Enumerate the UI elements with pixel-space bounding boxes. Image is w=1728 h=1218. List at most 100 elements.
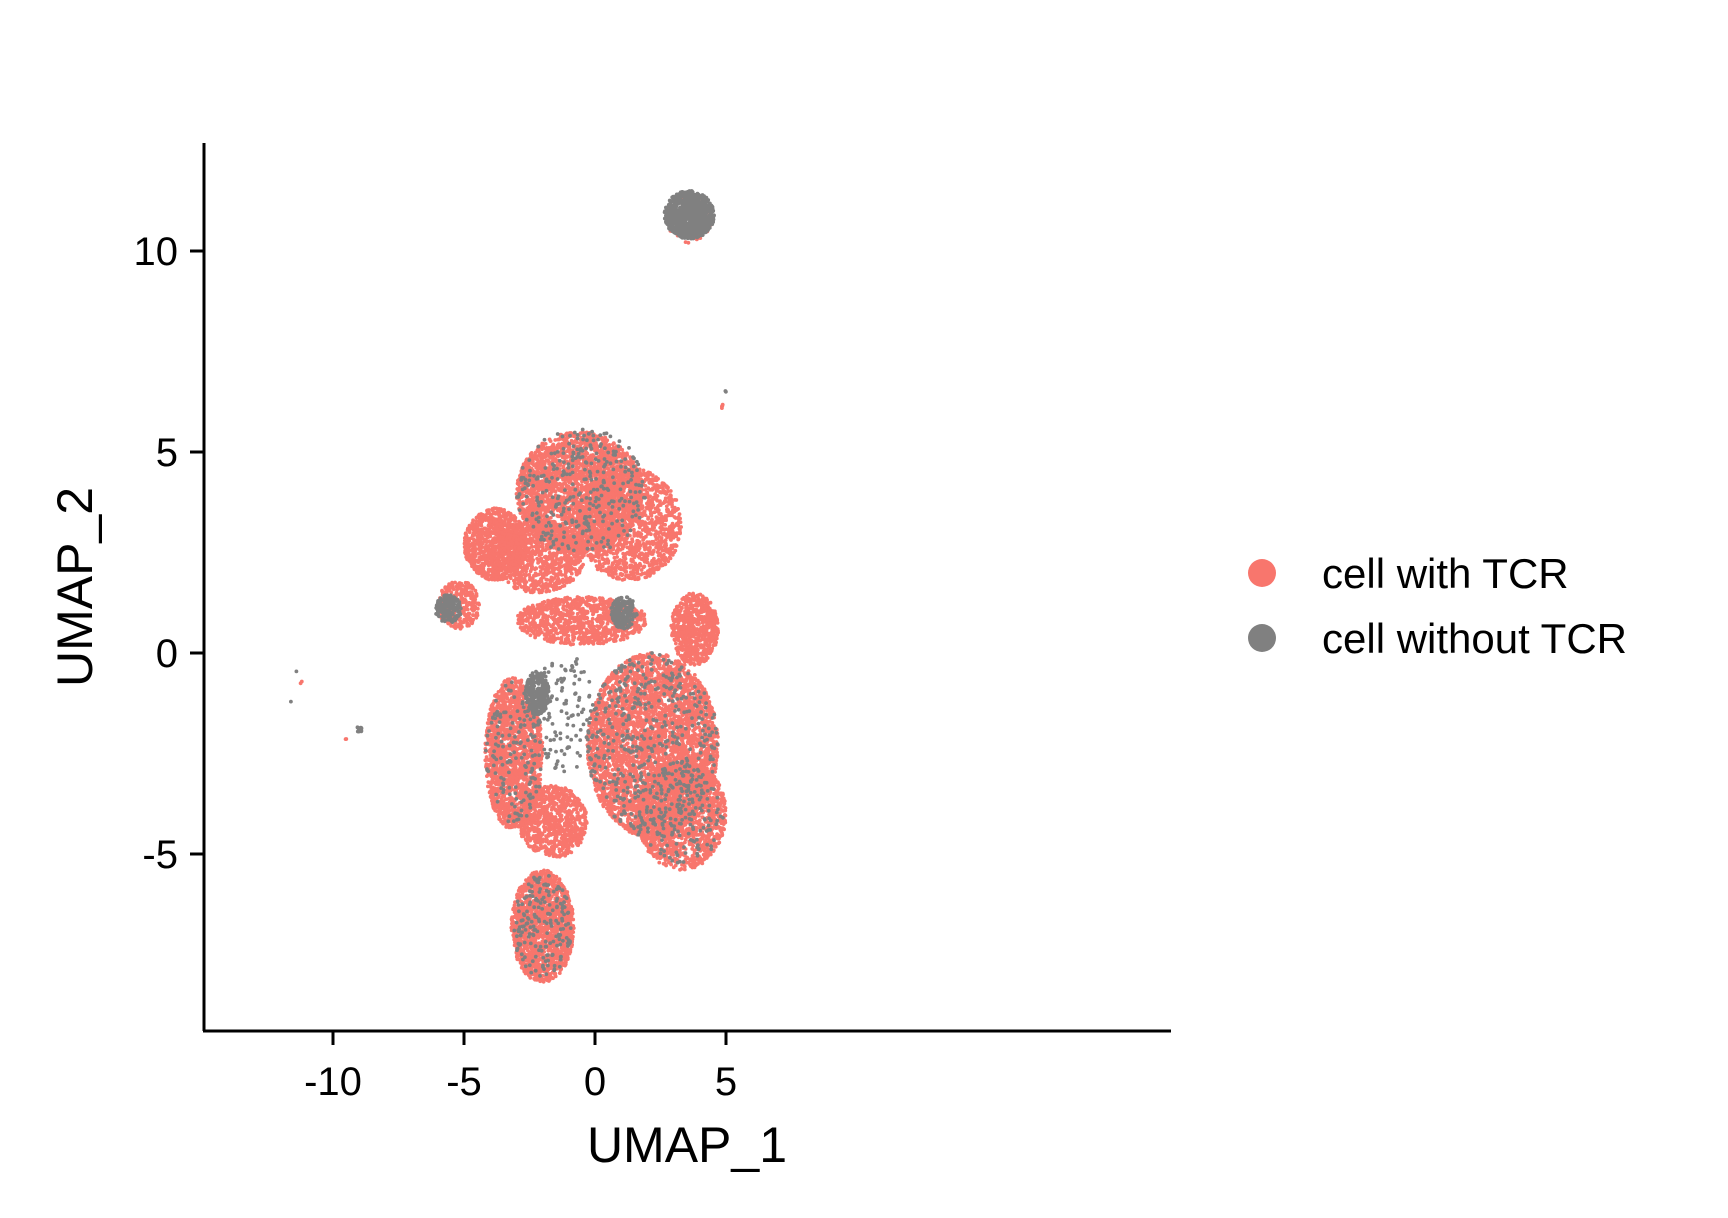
scatter-point [604,552,609,557]
scatter-point [641,565,646,570]
scatter-point [594,465,599,469]
scatter-point [502,510,507,515]
scatter-point [635,495,640,500]
scatter-point [649,570,654,575]
scatter-point [503,515,508,520]
scatter-point [648,545,652,550]
scatter-point [670,553,675,557]
scatter-point [666,559,671,564]
scatter-point [592,554,597,559]
scatter-point [550,502,555,507]
scatter-point [587,455,592,460]
scatter-point [555,482,559,487]
scatter-point [674,544,679,548]
scatter-point [490,572,495,577]
scatter-point [605,454,610,459]
scatter-point [607,532,611,537]
scatter-point [600,553,604,557]
scatter-point [579,512,584,517]
scatter-point [612,495,617,500]
scatter-point [620,578,625,582]
scatter-point [617,491,621,495]
scatter-point [493,517,498,522]
scatter-point [591,454,596,459]
scatter-point [576,482,581,487]
scatter-point [646,531,651,536]
scatter-point [550,488,554,493]
scatter-point [662,545,667,549]
scatter-point [655,559,659,564]
scatter-point [596,551,601,556]
scatter-point [497,508,501,513]
scatter-point [642,473,647,477]
scatter-point [615,468,620,472]
scatter-point [589,558,594,563]
scatter-point [657,520,662,525]
scatter-point [674,498,679,502]
scatter-point [619,567,623,572]
scatter-point [664,518,668,523]
scatter-point [621,451,626,456]
scatter-point [586,553,590,558]
scatter-point [569,491,574,496]
scatter-point [625,540,629,544]
scatter-point [549,472,554,476]
scatter-point [670,523,675,527]
scatter-point [575,440,580,445]
scatter-point [577,529,582,533]
series-cell-with-tcr [298,193,728,984]
scatter-point [643,554,648,559]
scatter-point [644,477,649,482]
scatter-point [637,562,642,567]
scatter-point [553,489,558,494]
scatter-point [487,515,492,520]
scatter-point [590,483,594,488]
scatter-point [566,484,571,489]
scatter-point [473,545,477,549]
scatter-point [638,498,643,503]
scatter-point [547,466,552,471]
scatter-point [621,551,626,556]
scatter-point [545,497,550,502]
scatter-point [542,461,547,465]
scatter-point [561,495,566,499]
scatter-point [644,521,648,526]
scatter-point [670,500,674,505]
scatter-point [643,484,648,488]
scatter-point [636,530,641,535]
scatter-point [465,528,470,532]
scatter-point [615,472,620,477]
scatter-point [535,486,539,491]
scatter-point [602,557,606,562]
scatter-point [546,483,550,488]
scatter-point [641,538,645,542]
scatter-point [585,483,590,488]
scatter-point [576,535,581,540]
scatter-point [513,519,517,523]
scatter-point [556,444,561,449]
scatter-point [603,435,608,440]
scatter-point [534,455,539,459]
scatter-point [605,471,609,476]
scatter-point [488,542,493,547]
scatter-point [567,511,572,516]
scatter-point [561,437,566,442]
scatter-point [555,463,560,467]
scatter-point [479,518,484,523]
scatter-point [524,498,529,503]
scatter-point [666,496,671,500]
scatter-point [625,523,630,528]
scatter-point [614,568,618,573]
scatter-point [581,486,586,491]
scatter-point [585,489,589,494]
scatter-point [642,545,647,549]
scatter-point [508,513,512,517]
scatter-point [610,527,615,531]
scatter-point [590,458,595,463]
scatter-point [600,527,605,532]
scatter-point [645,572,650,577]
scatter-point [594,531,599,535]
scatter-point [611,533,615,538]
scatter-point [606,497,611,502]
scatter-point [548,439,553,443]
